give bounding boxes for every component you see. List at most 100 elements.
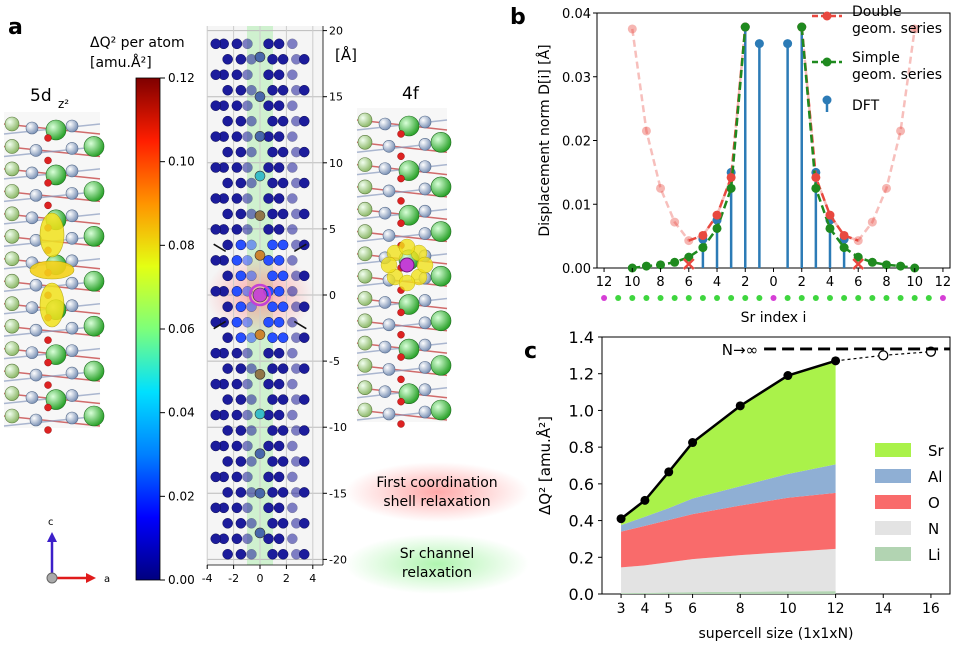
li-atom: [4, 229, 20, 244]
atom: [222, 363, 233, 374]
atom: [287, 100, 298, 111]
legend-swatch: [875, 495, 911, 509]
o-atom: [44, 381, 52, 389]
atom: [242, 378, 253, 390]
atom: [287, 38, 298, 50]
atom: [298, 518, 310, 529]
atom: [273, 378, 285, 390]
atom: [267, 456, 278, 467]
orbital-lobe: [416, 256, 434, 274]
sr-atom: [430, 221, 452, 242]
x-tick-label: 6: [685, 275, 693, 290]
y-tick-label: 0.6: [569, 475, 594, 494]
y-tick-label: 0.8: [569, 438, 594, 457]
atom: [210, 378, 222, 390]
atom: [298, 548, 310, 560]
atom: [242, 409, 253, 421]
atom: [277, 301, 289, 313]
x-tick-label: 10: [624, 275, 641, 290]
total-point: [688, 438, 698, 448]
atom: [222, 115, 233, 127]
li-atom: [4, 363, 20, 379]
li-atom: [357, 112, 373, 128]
area-al: [621, 464, 836, 532]
x-tick-label: 5: [664, 601, 673, 617]
atom: [231, 533, 243, 545]
atom: [210, 100, 222, 111]
atom: [235, 332, 247, 343]
x-tick-label: 12: [935, 275, 952, 290]
al-atom: [378, 206, 392, 220]
legend-label: Double: [852, 4, 902, 20]
orbital-lobe: [398, 274, 416, 292]
y-axis-label: ΔQ² [amu.Å²]: [535, 416, 554, 515]
atom: [267, 425, 278, 436]
al-atom: [382, 363, 396, 376]
o-atom: [397, 420, 405, 428]
simple-series-point: [740, 22, 750, 32]
sr-channel-atom: [254, 527, 266, 539]
y-tick-label: 5: [329, 223, 336, 236]
al-atom: [378, 340, 392, 354]
al-atom: [418, 361, 432, 374]
sr-atom: [83, 270, 105, 292]
sr-atom: [45, 389, 67, 410]
atom: [235, 548, 247, 560]
legend-swatch: [875, 443, 911, 457]
o-atom: [397, 375, 405, 384]
y-tick-label: 0.0: [569, 585, 594, 604]
area-li: [621, 591, 836, 594]
total-point: [616, 514, 626, 524]
atom: [242, 347, 253, 359]
total-point: [783, 371, 793, 381]
al-atom: [25, 391, 39, 404]
atom: [222, 518, 233, 529]
atom: [263, 316, 274, 328]
atom: [222, 270, 233, 282]
panel-label-c: c: [524, 339, 537, 364]
al-atom: [25, 346, 39, 359]
al-atom: [29, 413, 43, 427]
x-tick-label: -2: [228, 572, 239, 585]
atom: [287, 440, 298, 452]
atom: [231, 69, 243, 81]
atom: [222, 456, 233, 467]
atom: [287, 409, 298, 421]
al-atom: [29, 144, 43, 157]
al-atom: [65, 276, 79, 290]
li-atom: [357, 358, 373, 373]
atom: [246, 270, 257, 282]
atom: [246, 548, 257, 560]
legend-swatch: [875, 521, 911, 535]
atom: [235, 518, 247, 529]
legend-red-text: First coordination shell relaxation: [376, 475, 497, 510]
simple-series-point: [712, 223, 722, 233]
sr-atom: [398, 160, 420, 181]
y-tick-label: 0.03: [562, 71, 591, 86]
atom: [263, 224, 274, 235]
atom: [210, 224, 222, 235]
atom: [242, 502, 253, 514]
atom: [242, 533, 253, 545]
al-atom: [65, 119, 79, 133]
simple-series-point: [684, 252, 694, 262]
li-atom: [4, 318, 20, 334]
atom: [298, 332, 310, 343]
atom: [263, 69, 274, 81]
al-atom: [418, 115, 432, 129]
y-tick-label: 0.4: [569, 512, 594, 531]
li-atom: [357, 402, 373, 418]
sr-channel-atom: [252, 287, 268, 303]
atom: [231, 286, 243, 297]
atom: [222, 487, 233, 498]
double-series-point: [726, 172, 736, 182]
colorbar: [135, 77, 161, 581]
displacement-arrow: [293, 320, 307, 330]
sr-atom: [398, 115, 420, 137]
atom: [242, 69, 253, 81]
simple-series-line-left: [632, 26, 747, 270]
sr-atom: [430, 265, 452, 287]
left-crystal-structure: [3, 112, 105, 434]
simple-series-point: [641, 261, 651, 271]
atom: [235, 146, 247, 158]
